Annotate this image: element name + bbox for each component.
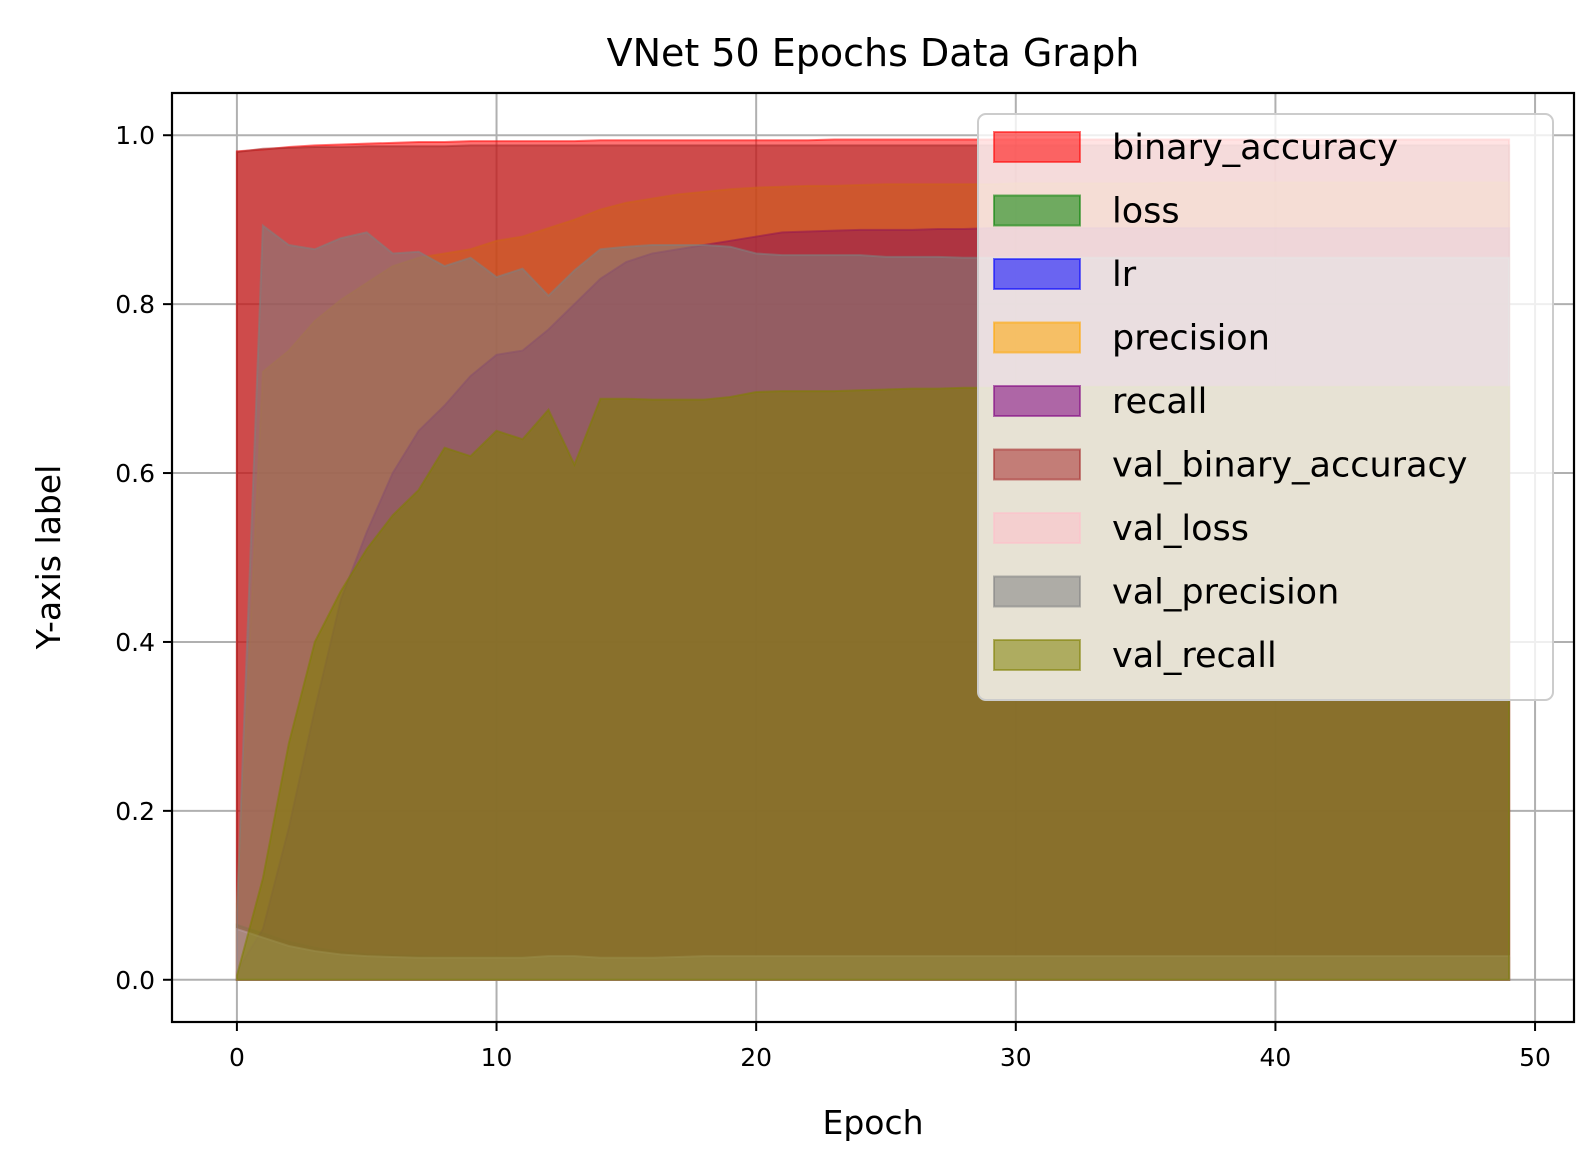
legend-box (977, 113, 1554, 701)
y-tick-label-0.4: 0.4 (115, 628, 155, 657)
legend-label-val-precision: val_precision (1112, 573, 1339, 613)
x-tick-label-30: 30 (1000, 1043, 1032, 1072)
legend-swatch-val-loss (993, 512, 1081, 544)
y-tick-label-0.2: 0.2 (115, 797, 155, 826)
legend-swatch-lr (993, 258, 1081, 290)
legend-swatch-val-precision (993, 575, 1081, 608)
legend-label-val-recall: val_recall (1112, 636, 1277, 676)
y-tick-label-0.6: 0.6 (115, 459, 155, 488)
legend-label-recall: recall (1112, 382, 1207, 422)
x-tick-label-20: 20 (740, 1043, 772, 1072)
chart-title: VNet 50 Epochs Data Graph (607, 31, 1140, 75)
legend-label-lr: lr (1112, 255, 1137, 295)
y-tick-label-1.0: 1.0 (115, 121, 155, 150)
y-axis-label: Y-axis label (29, 465, 68, 651)
legend-swatch-precision (993, 321, 1081, 354)
y-tick-label-0.0: 0.0 (115, 966, 155, 995)
plot-frame (170, 91, 1576, 1024)
legend-swatch-loss (993, 194, 1081, 227)
legend-swatch-val-recall (993, 639, 1081, 671)
x-tick-label-0: 0 (229, 1043, 245, 1072)
x-tick-label-50: 50 (1519, 1043, 1551, 1072)
ticks: 0 10 20 30 40 50 0.0 0.2 0.4 0.6 0.8 1.0 (115, 121, 1551, 1072)
legend-swatch-recall (993, 385, 1081, 417)
x-axis-label: Epoch (822, 1103, 923, 1142)
legend-label-val-loss: val_loss (1112, 509, 1249, 549)
legend-label-val-binary-accuracy: val_binary_accuracy (1112, 446, 1467, 486)
x-tick-label-40: 40 (1260, 1043, 1292, 1072)
legend-label-binary-accuracy: binary_accuracy (1112, 128, 1398, 168)
legend-swatch-binary-accuracy (993, 131, 1081, 163)
y-tick-label-0.8: 0.8 (115, 290, 155, 319)
legend-label-precision: precision (1112, 319, 1270, 359)
x-tick-label-10: 10 (481, 1043, 513, 1072)
legend-swatch-val-binary-accuracy (993, 448, 1081, 481)
legend-label-loss: loss (1112, 192, 1180, 232)
